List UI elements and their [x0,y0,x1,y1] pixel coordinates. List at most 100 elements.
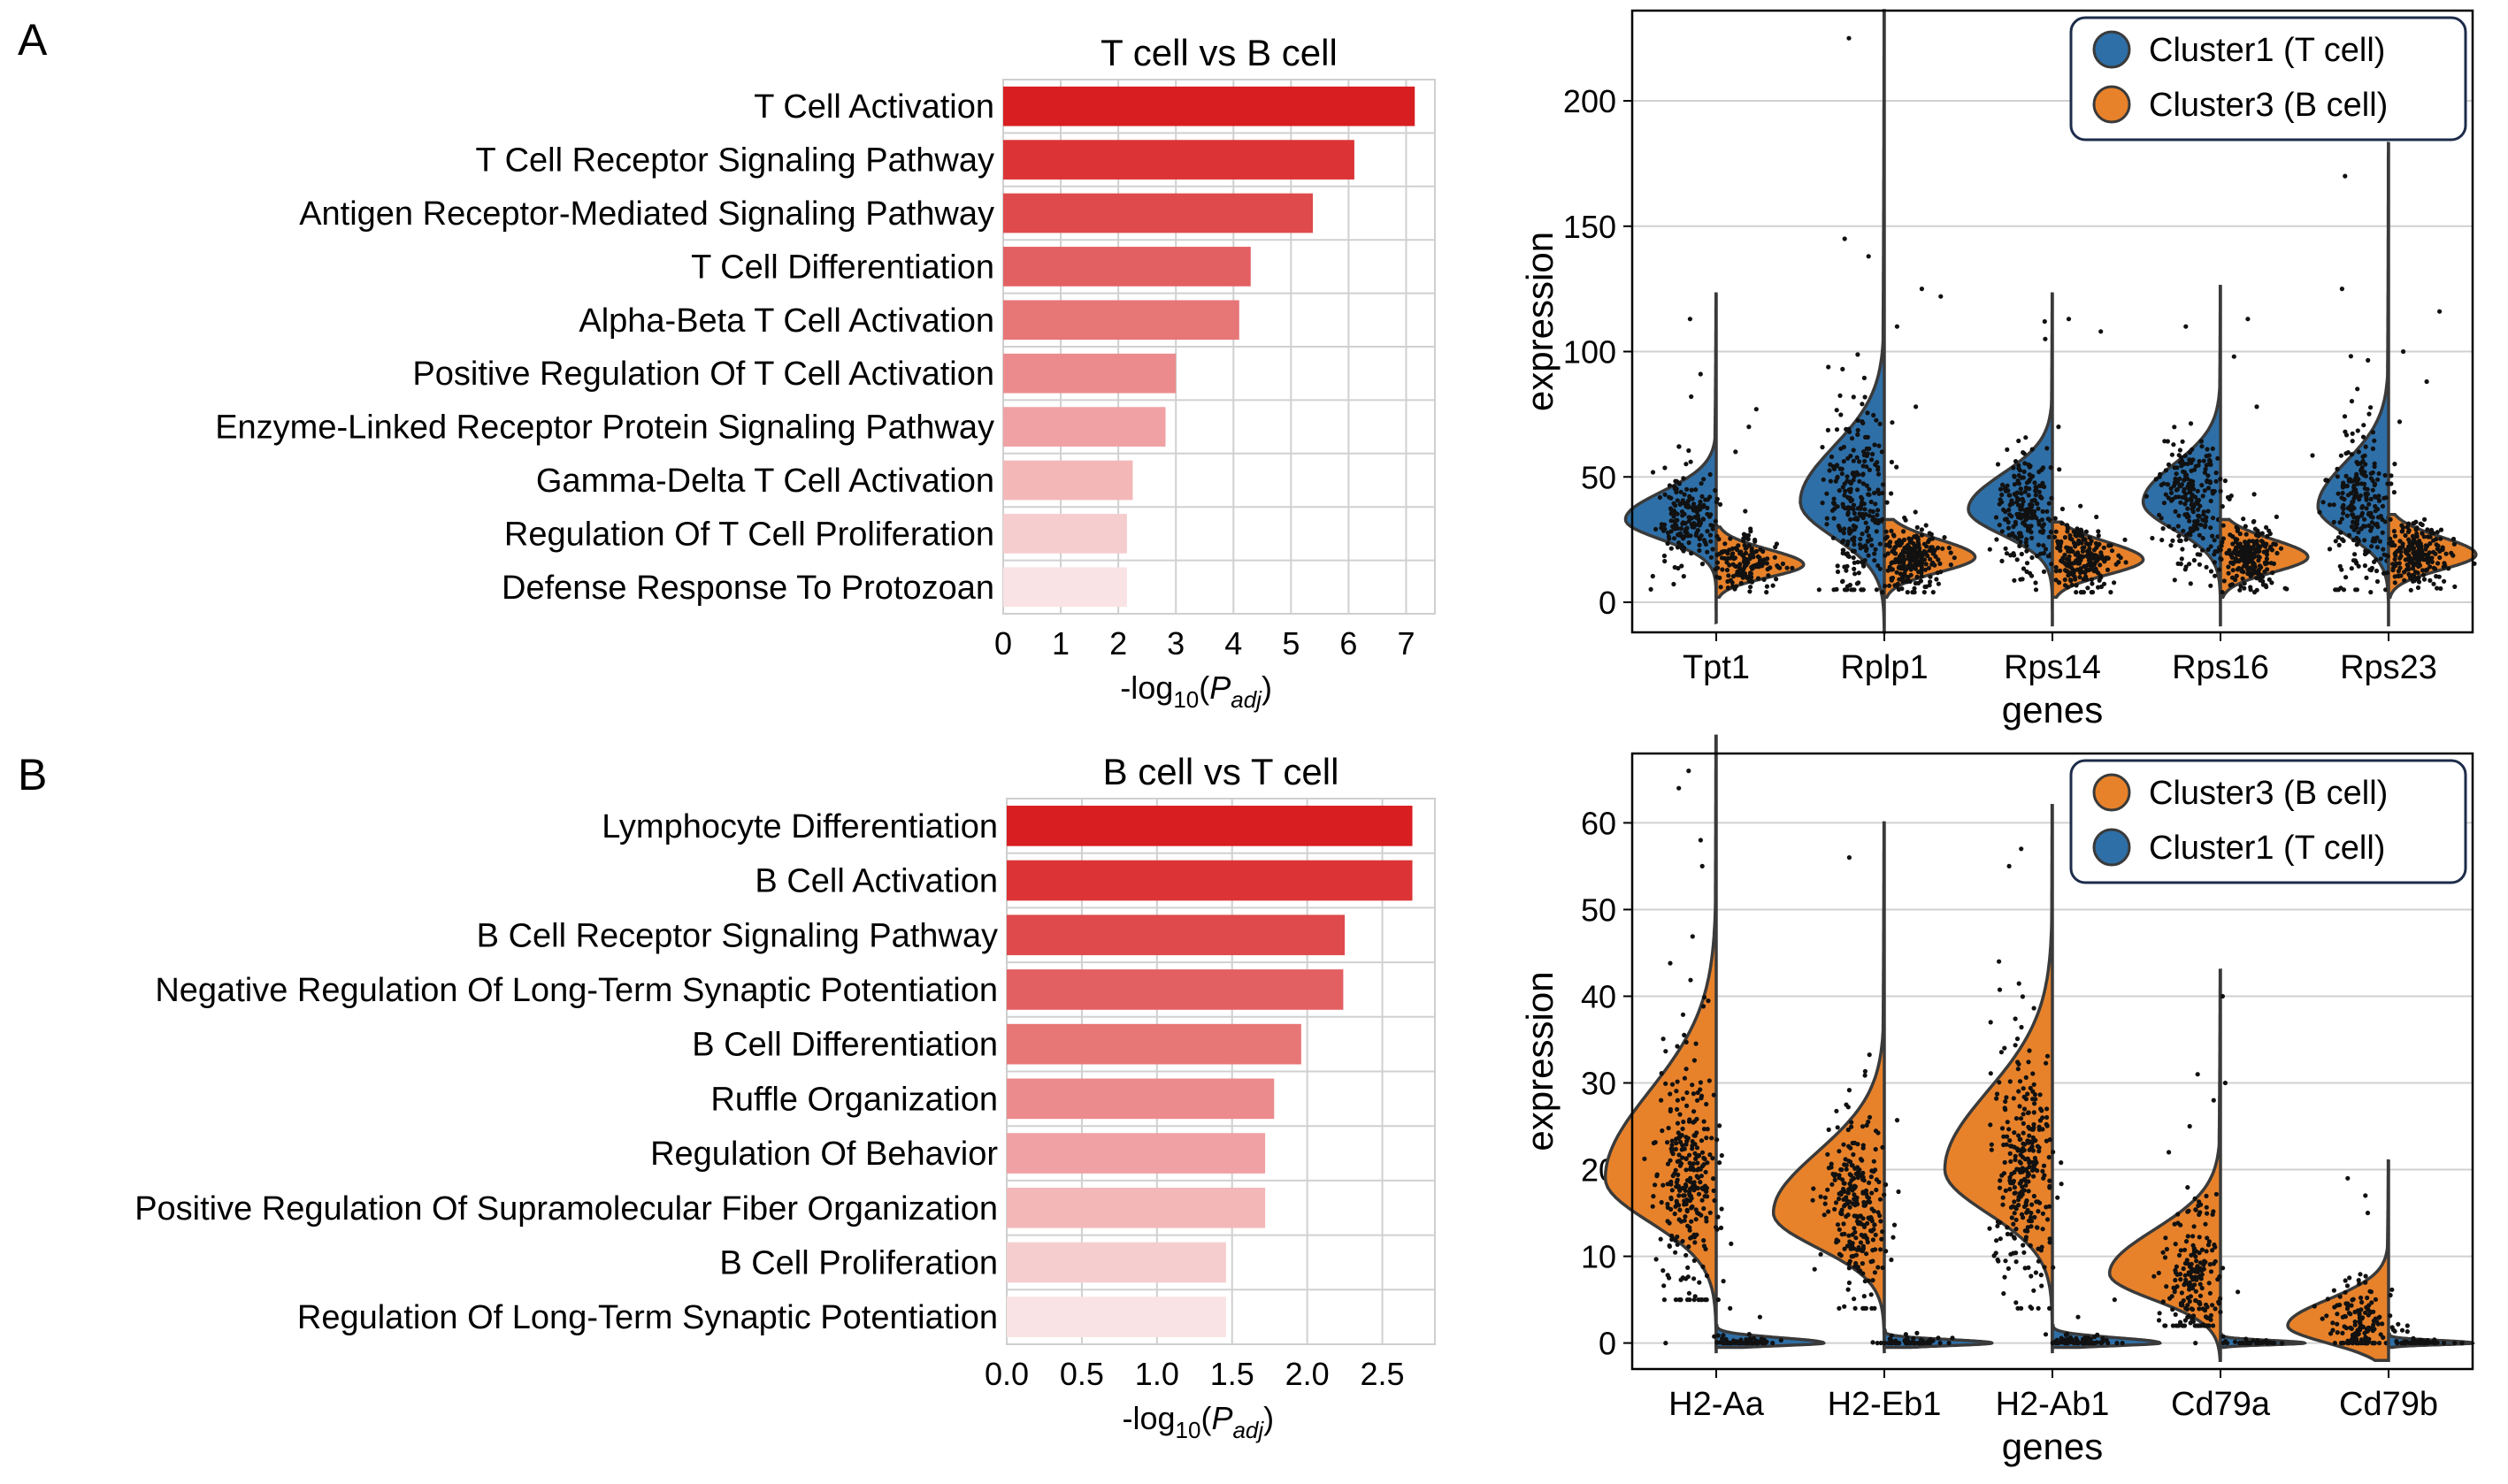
strip-point [1853,1252,1859,1258]
strip-point [2036,1258,2041,1264]
strip-point [2050,1341,2055,1346]
strip-point [2366,510,2372,516]
strip-point [1677,1207,1683,1212]
strip-point [1997,1185,2003,1190]
strip-point [2065,585,2070,590]
strip-point [1665,1219,1670,1224]
strip-point [2172,578,2177,583]
strip-point [2414,531,2420,537]
plot-frame [1630,752,2474,1371]
strip-point [2364,575,2369,580]
strip-point [2358,493,2363,499]
strip-point [2190,447,2195,452]
legend-label: Cluster1 (T cell) [2149,830,2385,867]
strip-point [1844,1213,1849,1220]
strip-point-outlier [2220,993,2225,999]
strip-point [2202,488,2207,493]
strip-point [1821,477,1826,482]
strip-point [1707,1152,1713,1158]
strip-point [1717,575,1722,581]
strip-point [1663,1049,1668,1054]
strip-point [1665,1161,1671,1167]
strip-point [1691,1161,1696,1167]
strip-point [1855,432,1860,437]
strip-point [1917,546,1922,551]
strip-point [2087,541,2093,547]
strip-point [2247,545,2252,550]
strip-point [2172,479,2178,485]
strip-point [2208,498,2213,504]
strip-point [2443,551,2449,556]
strip-point [2205,1304,2210,1310]
strip-point [2122,537,2128,542]
strip-point [1841,1181,1846,1186]
strip-point [2351,504,2356,509]
strip-point [1677,1188,1683,1193]
strip-point [1684,1201,1689,1207]
strip-point [2424,567,2430,572]
strip-point [1674,1089,1679,1094]
strip-point [1675,1106,1680,1112]
bar [1003,567,1127,608]
strip-point [1668,1195,1674,1200]
strip-point [2164,1284,2169,1289]
strip-point [2331,502,2336,508]
strip-point [1831,466,1837,471]
strip-point [2021,520,2026,526]
strip-point [1885,568,1891,573]
bar [1007,969,1344,1010]
bar [1003,353,1177,394]
strip-point [2016,438,2021,444]
strip-point [2414,525,2420,531]
strip-point [2195,552,2200,557]
strip-point [2020,994,2025,999]
strip-point [1887,564,1892,570]
strip-point [2427,578,2433,584]
strip-point [2427,564,2433,570]
strip-point [1829,1165,1834,1170]
strip-point [1864,464,1869,470]
legend-marker [2092,30,2131,69]
strip-point [2208,544,2213,549]
strip-point [2221,578,2227,584]
strip-point [2349,1337,2354,1342]
strip-point [2195,518,2200,524]
strip-point [2027,464,2032,470]
strip-point [2027,1048,2032,1053]
strip-point [2423,547,2428,552]
strip-point [2039,1108,2044,1113]
strip-point [1724,568,1730,573]
strip-point-outlier [1866,254,1871,259]
strip-point [2157,474,2162,479]
strip-point [1997,523,2002,528]
strip-point [2182,495,2188,501]
strip-point [1863,1305,1868,1311]
strip-point [2023,1235,2029,1240]
strip-point [2256,558,2261,563]
strip-point [2120,1341,2125,1346]
strip-point [2018,486,2023,492]
strip-point [1730,552,1735,558]
strip-point [2075,1341,2081,1346]
strip-point [2373,503,2378,509]
strip-point [1738,570,1744,575]
strip-point [1691,501,1697,507]
strip-point [2400,528,2405,534]
strip-point [1993,1251,1998,1256]
strip-point [2040,1211,2045,1216]
strip-point [2160,1250,2166,1255]
strip-point [1845,1198,1850,1204]
strip-point [2410,566,2416,571]
strip-point [2189,1261,2194,1266]
strip-point [2371,1322,2376,1327]
strip-point [2002,1045,2007,1051]
strip-point [2375,477,2381,482]
strip-point [2175,1212,2181,1217]
strip-point [2060,555,2066,561]
strip-point [2088,567,2093,572]
strip-point [1743,550,1749,556]
strip-point [2417,556,2422,562]
strip-point [2238,557,2243,562]
strip-point [2359,510,2366,516]
